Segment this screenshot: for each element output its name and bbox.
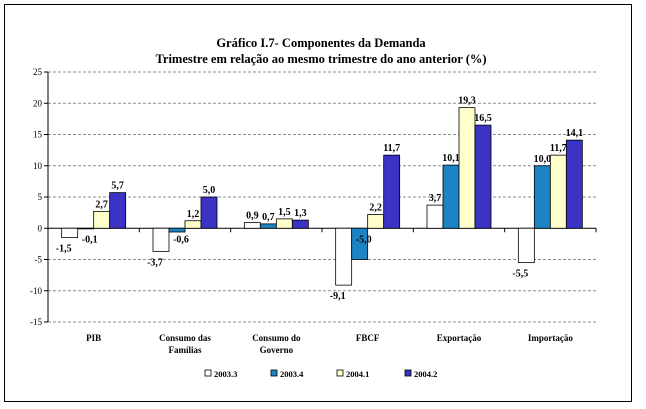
legend-label: 2003.4 xyxy=(280,369,304,379)
bar-2003-3 xyxy=(517,227,535,264)
category-label: Consumo das xyxy=(159,333,211,343)
bar-2003-3 xyxy=(335,227,353,286)
data-label: -5,0 xyxy=(356,234,372,245)
bar-2003-4 xyxy=(442,164,460,229)
data-label: 14,1 xyxy=(566,128,584,139)
legend-swatch xyxy=(336,369,344,377)
y-tick-label: -5 xyxy=(35,255,43,265)
y-tick-label: 20 xyxy=(33,98,43,108)
data-label: -1,5 xyxy=(56,244,72,255)
bar-2004-2 xyxy=(383,154,401,229)
data-label: 1,2 xyxy=(187,209,200,220)
data-label: 10,1 xyxy=(442,153,460,164)
data-label: 2,7 xyxy=(95,199,108,210)
category-label: PIB xyxy=(86,333,101,343)
y-tick-label: -15 xyxy=(30,317,42,327)
bar-2003-3 xyxy=(243,222,261,229)
legend-swatch xyxy=(204,369,212,377)
chart-frame xyxy=(4,4,632,402)
data-label: 0,7 xyxy=(262,212,275,223)
y-tick-label: 15 xyxy=(33,130,43,140)
bar-2004-2 xyxy=(474,124,492,229)
category-label: Consumo do xyxy=(252,333,301,343)
data-label: 0,9 xyxy=(246,211,259,222)
data-label: 16,5 xyxy=(474,113,492,124)
y-tick-label: 25 xyxy=(33,67,43,77)
bar-2004-2 xyxy=(200,196,218,229)
chart-title: Gráfico I.7- Componentes da Demanda xyxy=(216,36,426,50)
bar-2003-3 xyxy=(426,204,444,229)
bar-2004-1 xyxy=(367,214,385,229)
data-label: 1,3 xyxy=(294,208,307,219)
category-label: Exportação xyxy=(437,333,482,343)
y-tick-label: 0 xyxy=(38,223,43,233)
data-label: 10,0 xyxy=(534,154,552,165)
category-label: FBCF xyxy=(356,333,380,343)
bar-2003-3 xyxy=(61,227,79,239)
plot-area: 25 20 15 10 5 0 -5 -10 -15 -1,5 -0,1 2,75,7 PIB -3,7 -… xyxy=(30,67,597,355)
bar-2003-4 xyxy=(168,227,186,233)
data-label: -5,5 xyxy=(512,269,528,280)
bar-2004-1 xyxy=(458,107,476,229)
data-label: -9,1 xyxy=(330,291,346,302)
data-label: 11,7 xyxy=(550,143,567,154)
category-label: Importação xyxy=(528,333,573,343)
data-label: 5,7 xyxy=(111,181,124,192)
legend-swatch xyxy=(270,369,278,377)
bar-2003-3 xyxy=(152,227,170,252)
bar-2004-2 xyxy=(109,192,127,229)
legend-label: 2004.1 xyxy=(346,369,369,379)
data-label: 1,5 xyxy=(278,207,291,218)
data-label: 3,7 xyxy=(429,193,442,204)
data-label: 11,7 xyxy=(383,143,400,154)
bar-2004-1 xyxy=(184,220,202,229)
data-label: 2,2 xyxy=(369,203,382,214)
bar-2003-4 xyxy=(351,227,369,260)
category-label: Governo xyxy=(260,345,294,355)
bar-2004-1 xyxy=(275,218,293,229)
bar-2004-1 xyxy=(93,210,111,229)
legend-label: 2004.2 xyxy=(414,369,437,379)
legend-label: 2003.3 xyxy=(214,369,237,379)
chart-subtitle: Trimestre em relação ao mesmo trimestre … xyxy=(155,52,486,66)
data-label: 5,0 xyxy=(203,185,216,196)
data-label: -0,6 xyxy=(173,234,189,245)
legend-swatch xyxy=(404,369,412,377)
data-label: -3,7 xyxy=(147,257,163,268)
bar-2004-1 xyxy=(549,154,567,229)
bar-2003-4 xyxy=(77,227,95,230)
legend: 2003.3 2003.4 2004.1 2004.2 xyxy=(204,369,437,379)
y-tick-label: 5 xyxy=(38,192,43,202)
bar-2003-4 xyxy=(259,223,277,229)
data-label: -0,1 xyxy=(82,234,98,245)
bar-2004-2 xyxy=(565,139,583,229)
y-tick-label: -10 xyxy=(30,286,42,296)
bar-2004-2 xyxy=(291,219,309,229)
y-tick-label: 10 xyxy=(33,161,43,171)
data-label: 19,3 xyxy=(458,96,476,107)
category-label: Famílias xyxy=(169,345,202,355)
bar-2003-4 xyxy=(533,165,551,229)
